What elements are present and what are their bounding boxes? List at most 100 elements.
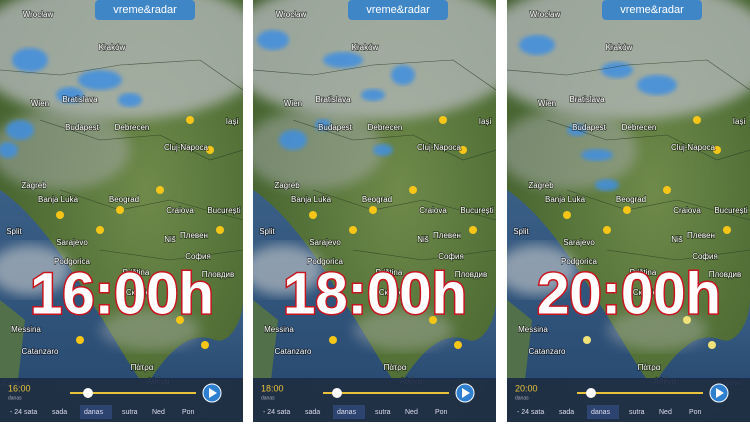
tab[interactable]: Pon <box>435 409 448 416</box>
weather-icon <box>713 146 721 154</box>
tab[interactable]: Pon <box>182 409 195 416</box>
sea <box>403 300 496 380</box>
sea <box>507 300 532 380</box>
cloud <box>607 310 707 350</box>
city-label: Wrocław <box>276 10 307 19</box>
weather-icon <box>708 341 716 349</box>
city-label: Wien <box>31 99 49 108</box>
tab-highlight <box>587 405 619 419</box>
map-panel: Wrocław Kraków Wien Bratislava Budapest Debre… <box>507 0 750 422</box>
weather-icon <box>583 336 591 344</box>
weather-icon <box>206 146 214 154</box>
weather-icon <box>349 226 357 234</box>
tab[interactable]: Ned <box>405 409 418 416</box>
weather-icon <box>409 186 417 194</box>
logo-bg <box>95 0 195 20</box>
radar-echo <box>323 52 363 68</box>
city-label: Priština <box>123 268 150 277</box>
city-label: București <box>460 206 494 215</box>
weather-icon <box>469 226 477 234</box>
city-label: Bratislava <box>569 95 605 104</box>
radar-echo <box>391 65 415 85</box>
time-sub: danas <box>261 395 275 401</box>
bottom-bar <box>253 378 496 422</box>
city-label: Craiova <box>673 206 701 215</box>
sea <box>657 300 750 380</box>
city-label: Debrecen <box>115 123 150 132</box>
slider-knob[interactable] <box>586 388 596 398</box>
weather-icon <box>454 341 462 349</box>
city-label: Wrocław <box>530 10 561 19</box>
tab[interactable]: danas <box>84 409 104 416</box>
radar-echo <box>519 35 555 55</box>
city-label: Плевен <box>433 231 461 240</box>
radar-echo <box>637 75 677 95</box>
tab[interactable]: Ned <box>659 409 672 416</box>
weather-icon <box>683 316 691 324</box>
cloud <box>100 310 200 350</box>
city-label: Catanzaro <box>275 347 312 356</box>
radar-echo <box>6 120 34 140</box>
tab[interactable]: sutra <box>122 409 138 416</box>
weather-icon <box>56 211 64 219</box>
weather-icon <box>439 116 447 124</box>
city-label: Catanzaro <box>529 347 566 356</box>
city-label: Плевен <box>687 231 715 240</box>
weather-icon <box>563 211 571 219</box>
map-panel: Wrocław Kraków Wien Bratislava Budapest Debre… <box>0 0 243 422</box>
time-sub: danas <box>515 395 529 401</box>
city-label: Bratislava <box>62 95 98 104</box>
tab[interactable]: sada <box>52 409 67 416</box>
city-label: Iași <box>733 117 746 126</box>
map-panel: Wrocław Kraków Wien Bratislava Budapest Debre… <box>253 0 496 422</box>
city-label: Messina <box>518 325 548 334</box>
tab[interactable]: danas <box>591 409 611 416</box>
city-label: Craiova <box>419 206 447 215</box>
weather-icon <box>429 316 437 324</box>
slider-knob[interactable] <box>332 388 342 398</box>
city-label: Niš <box>671 235 683 244</box>
cloud <box>0 245 70 295</box>
tab[interactable]: sada <box>559 409 574 416</box>
cloud <box>507 245 577 295</box>
city-label: Debrecen <box>622 123 657 132</box>
tab[interactable]: Pon <box>689 409 702 416</box>
tab[interactable]: sada <box>305 409 320 416</box>
city-label: Πάτρα <box>131 363 154 372</box>
tab[interactable]: sutra <box>629 409 645 416</box>
city-label: Banja Luka <box>291 195 332 204</box>
city-label: Bratislava <box>315 95 351 104</box>
city-label: Iași <box>226 117 239 126</box>
play-icon <box>209 388 217 398</box>
weather-icon <box>369 206 377 214</box>
city-label: Split <box>513 227 529 236</box>
tab[interactable]: - 24 sata <box>517 409 544 416</box>
city-label: Cluj-Napoca <box>417 143 462 152</box>
radar-echo <box>315 119 331 131</box>
city-label: Wrocław <box>23 10 54 19</box>
city-label: București <box>207 206 241 215</box>
cloud <box>507 110 637 190</box>
tab[interactable]: sutra <box>375 409 391 416</box>
radar-echo <box>257 30 289 50</box>
city-label: Split <box>259 227 275 236</box>
city-label: София <box>692 252 718 261</box>
logo-bg <box>602 0 702 20</box>
logo: vreme&radar <box>620 4 684 16</box>
city-label: Iași <box>479 117 492 126</box>
city-label: Budapest <box>572 123 607 132</box>
city-label: Kraków <box>606 43 633 52</box>
logo-bg <box>348 0 448 20</box>
slider-knob[interactable] <box>83 388 93 398</box>
tab[interactable]: Ned <box>152 409 165 416</box>
time-label: 18:00 <box>261 383 284 393</box>
radar-echo <box>118 93 142 107</box>
tab[interactable]: danas <box>337 409 357 416</box>
weather-icon <box>156 186 164 194</box>
city-label: Скопје <box>379 288 404 297</box>
tab[interactable]: - 24 sata <box>10 409 37 416</box>
city-label: София <box>438 252 464 261</box>
tab[interactable]: - 24 sata <box>263 409 290 416</box>
city-label: Скопје <box>126 288 151 297</box>
